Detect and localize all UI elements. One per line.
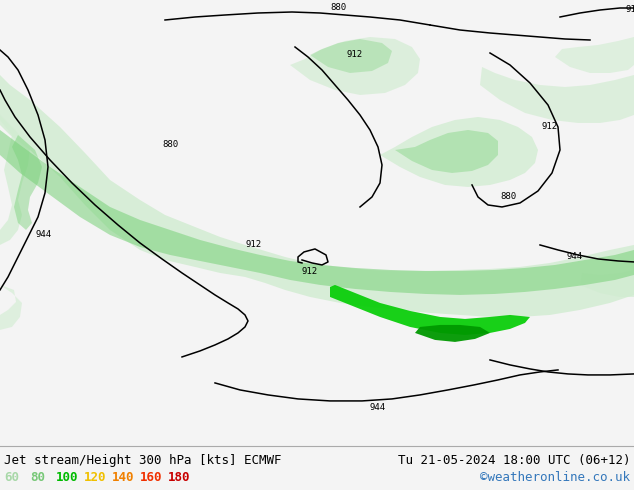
Text: 912: 912	[347, 50, 363, 59]
Polygon shape	[415, 325, 490, 342]
Polygon shape	[380, 117, 538, 187]
Text: 944: 944	[567, 252, 583, 261]
Text: 60: 60	[4, 471, 19, 485]
Text: 880: 880	[500, 193, 516, 201]
Text: 120: 120	[84, 471, 107, 485]
Polygon shape	[330, 285, 530, 335]
Polygon shape	[555, 37, 634, 73]
Text: 880: 880	[330, 3, 346, 12]
Text: Jet stream/Height 300 hPa [kts] ECMWF: Jet stream/Height 300 hPa [kts] ECMWF	[4, 454, 281, 467]
Text: 944: 944	[370, 403, 386, 412]
Text: 100: 100	[56, 471, 79, 485]
Text: 912: 912	[542, 122, 558, 131]
Polygon shape	[0, 130, 634, 295]
Text: 880: 880	[162, 141, 178, 149]
Text: 140: 140	[112, 471, 134, 485]
Polygon shape	[395, 130, 498, 173]
Text: 912: 912	[245, 241, 261, 249]
Text: 944: 944	[35, 230, 51, 240]
Polygon shape	[310, 39, 392, 73]
Polygon shape	[580, 270, 634, 297]
Polygon shape	[0, 285, 22, 330]
Text: ©weatheronline.co.uk: ©weatheronline.co.uk	[480, 471, 630, 485]
Polygon shape	[480, 67, 634, 123]
Text: 160: 160	[140, 471, 162, 485]
Text: 80: 80	[30, 471, 45, 485]
Text: 180: 180	[168, 471, 190, 485]
Polygon shape	[0, 75, 634, 317]
Polygon shape	[290, 37, 420, 95]
Polygon shape	[12, 135, 42, 230]
Polygon shape	[0, 115, 30, 245]
Text: 912: 912	[302, 267, 318, 276]
Text: 912: 912	[625, 5, 634, 15]
Text: Tu 21-05-2024 18:00 UTC (06+12): Tu 21-05-2024 18:00 UTC (06+12)	[398, 454, 630, 467]
